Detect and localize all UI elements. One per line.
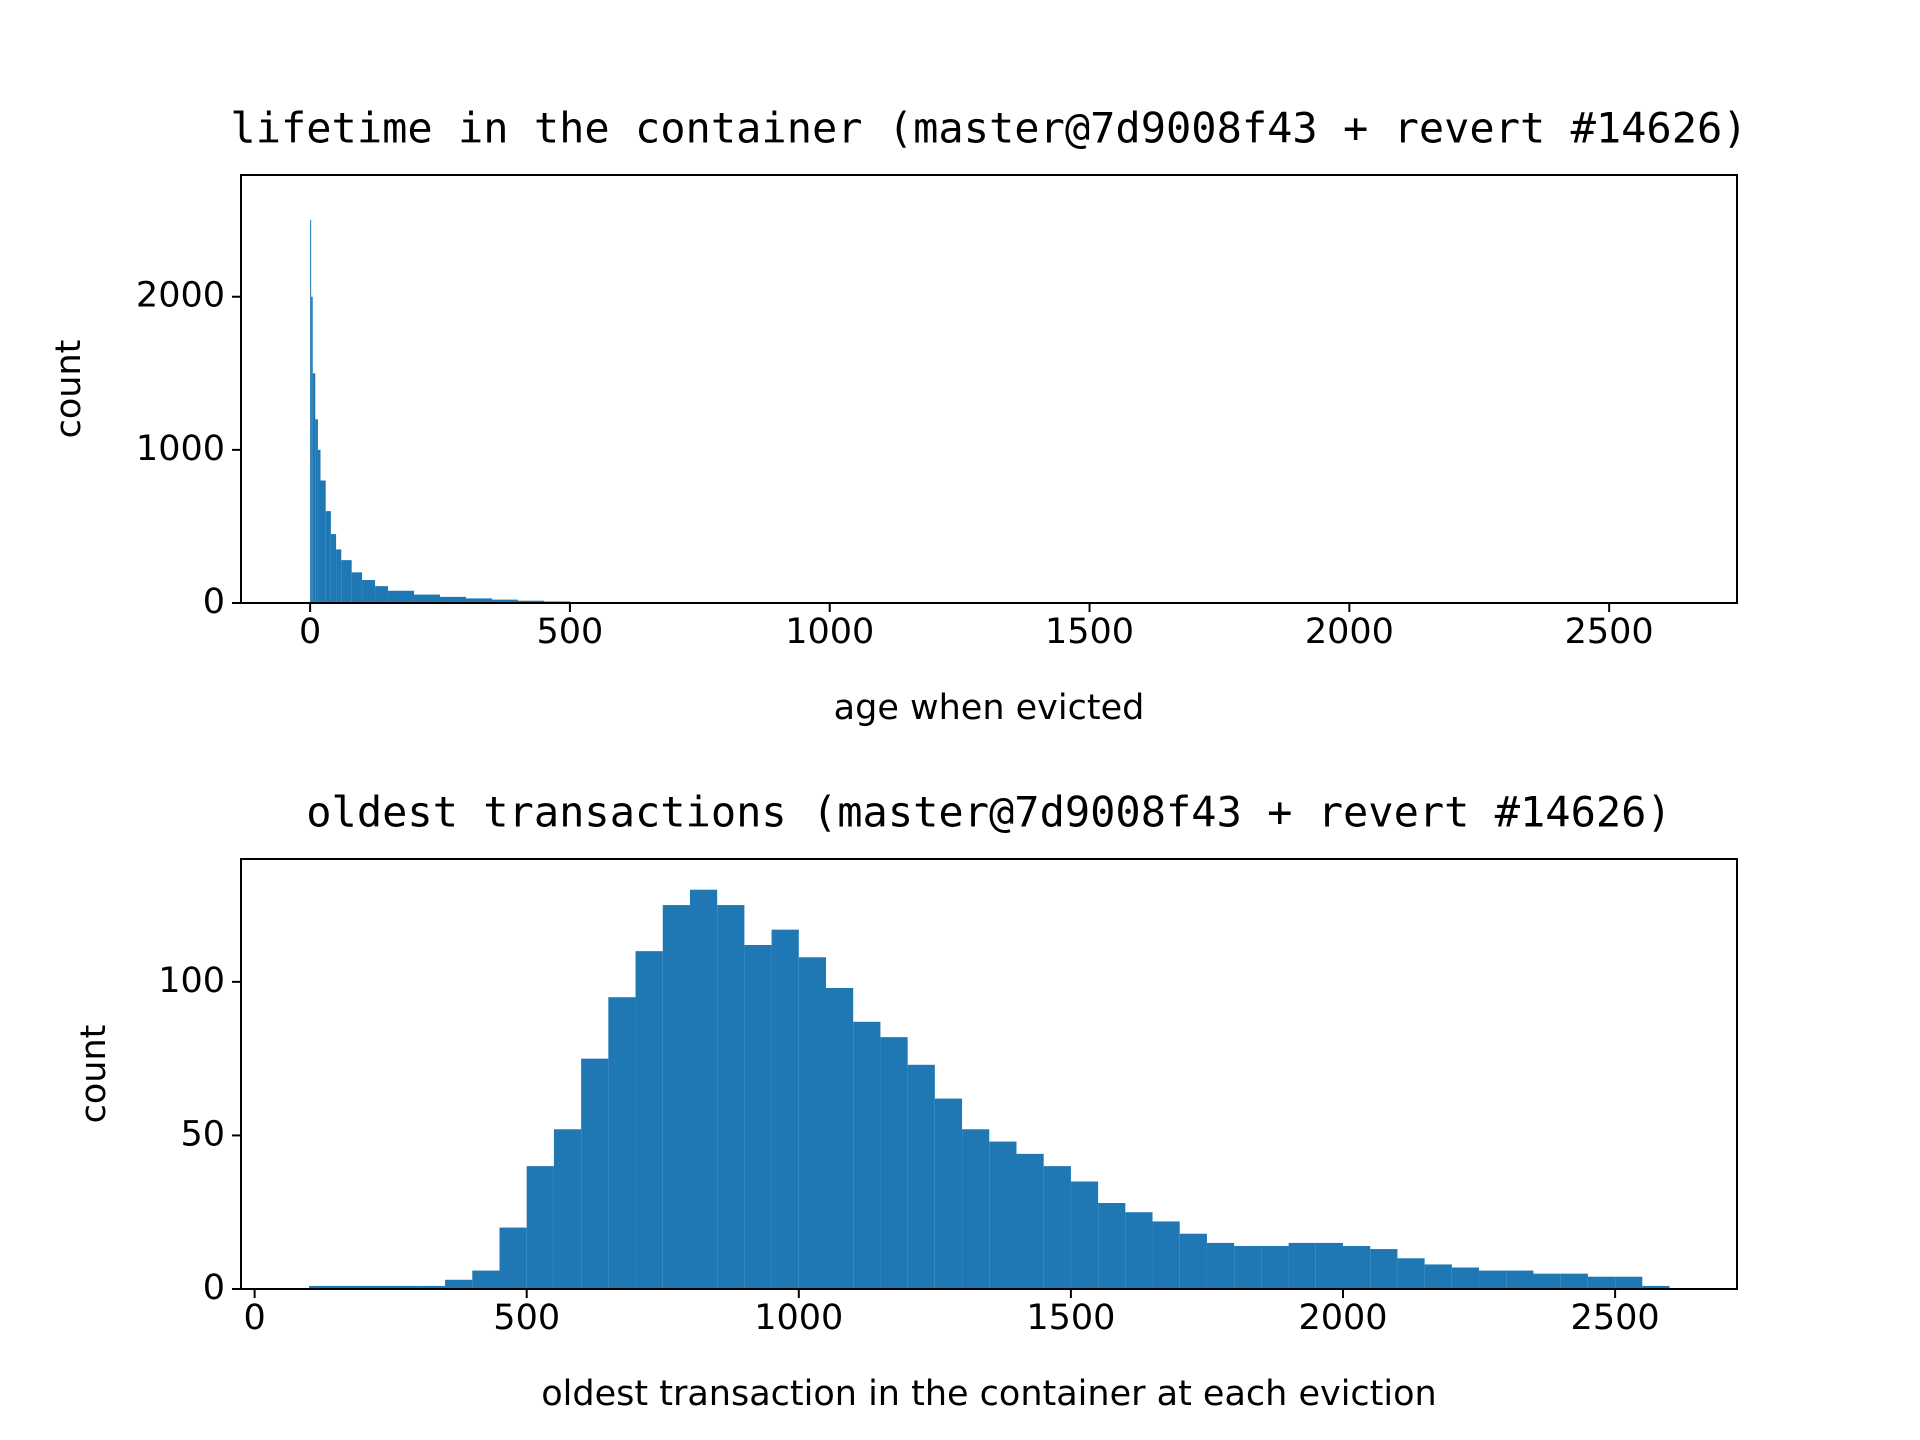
y-tick-label: 100 [158, 961, 225, 1001]
bar [341, 560, 352, 603]
bar [1397, 1258, 1425, 1289]
bar [417, 1285, 446, 1289]
bar [336, 549, 342, 603]
x-tick-label: 2000 [1298, 1298, 1387, 1338]
bar [1179, 1233, 1207, 1289]
bar [526, 1166, 554, 1289]
bar [798, 957, 827, 1289]
bar [689, 889, 718, 1289]
bar [608, 997, 636, 1289]
chart-title: oldest transactions (master@7d9008f43 + … [306, 788, 1671, 837]
bar [375, 586, 389, 603]
bar [1560, 1273, 1588, 1289]
bar [465, 598, 492, 603]
y-axis-label: count [74, 1025, 114, 1124]
bar [826, 988, 854, 1289]
bar [744, 945, 772, 1289]
bar [662, 905, 690, 1289]
bar [1506, 1270, 1534, 1289]
bar [1533, 1273, 1561, 1289]
bar [880, 1037, 908, 1289]
x-tick-label: 2500 [1571, 1298, 1660, 1338]
bar [330, 534, 337, 603]
bar [311, 296, 313, 603]
bar [907, 1064, 935, 1289]
bar [989, 1141, 1017, 1289]
bar [414, 594, 441, 603]
axes-frame [240, 174, 1738, 604]
bar [472, 1270, 500, 1289]
bar [351, 572, 363, 603]
bar [1261, 1246, 1289, 1289]
bar [320, 480, 326, 603]
x-tick-label: 1500 [1026, 1298, 1115, 1338]
bar [1451, 1267, 1480, 1289]
y-tick-label: 50 [180, 1114, 225, 1154]
axes-frame [240, 858, 1738, 1290]
bar [581, 1058, 609, 1289]
y-tick-label: 0 [203, 582, 225, 622]
bar [1615, 1276, 1643, 1289]
x-tick-label: 1000 [785, 612, 874, 652]
bar [1206, 1242, 1235, 1289]
bar [317, 449, 321, 603]
x-tick-label: 500 [537, 612, 604, 652]
bar [1642, 1285, 1670, 1289]
bar [310, 220, 312, 603]
x-tick-label: 0 [243, 1298, 265, 1338]
bar [325, 511, 331, 603]
bar [315, 419, 318, 603]
y-tick-label: 0 [203, 1268, 225, 1308]
bar [440, 596, 466, 603]
bar [1370, 1249, 1398, 1289]
bar [1043, 1166, 1071, 1289]
x-tick-label: 2500 [1565, 612, 1654, 652]
bar [1424, 1264, 1452, 1289]
y-tick-label: 2000 [136, 276, 225, 316]
bar [388, 590, 415, 603]
bar [962, 1129, 990, 1289]
x-tick-label: 1500 [1045, 612, 1134, 652]
bar [1016, 1153, 1044, 1289]
x-axis-label: oldest transaction in the container at e… [541, 1374, 1436, 1414]
bar [1234, 1246, 1262, 1289]
bar [1288, 1242, 1316, 1289]
bar [1070, 1181, 1099, 1289]
bar [491, 599, 518, 603]
x-tick-label: 2000 [1305, 612, 1394, 652]
bar [553, 1129, 582, 1289]
bar [771, 929, 799, 1289]
bar [312, 373, 316, 603]
y-axis-label: count [49, 340, 89, 439]
x-tick-label: 1000 [754, 1298, 843, 1338]
bar [717, 905, 745, 1289]
chart-title: lifetime in the container (master@7d9008… [230, 104, 1747, 153]
bar [1479, 1270, 1507, 1289]
bar [635, 951, 663, 1289]
x-axis-label: age when evicted [834, 688, 1145, 728]
y-tick-label: 1000 [136, 429, 225, 469]
bar [445, 1279, 473, 1289]
bar [517, 600, 544, 603]
bar [1343, 1246, 1371, 1289]
x-tick-label: 500 [493, 1298, 560, 1338]
bar [499, 1227, 527, 1289]
x-tick-label: 0 [299, 612, 321, 652]
bar [362, 580, 376, 603]
bar [1315, 1242, 1344, 1289]
bar [853, 1021, 881, 1289]
bar [1098, 1203, 1126, 1289]
bar [309, 1285, 418, 1289]
bar [1152, 1221, 1180, 1289]
bar [1125, 1212, 1153, 1289]
bar [1587, 1276, 1616, 1289]
bar [934, 1098, 963, 1289]
